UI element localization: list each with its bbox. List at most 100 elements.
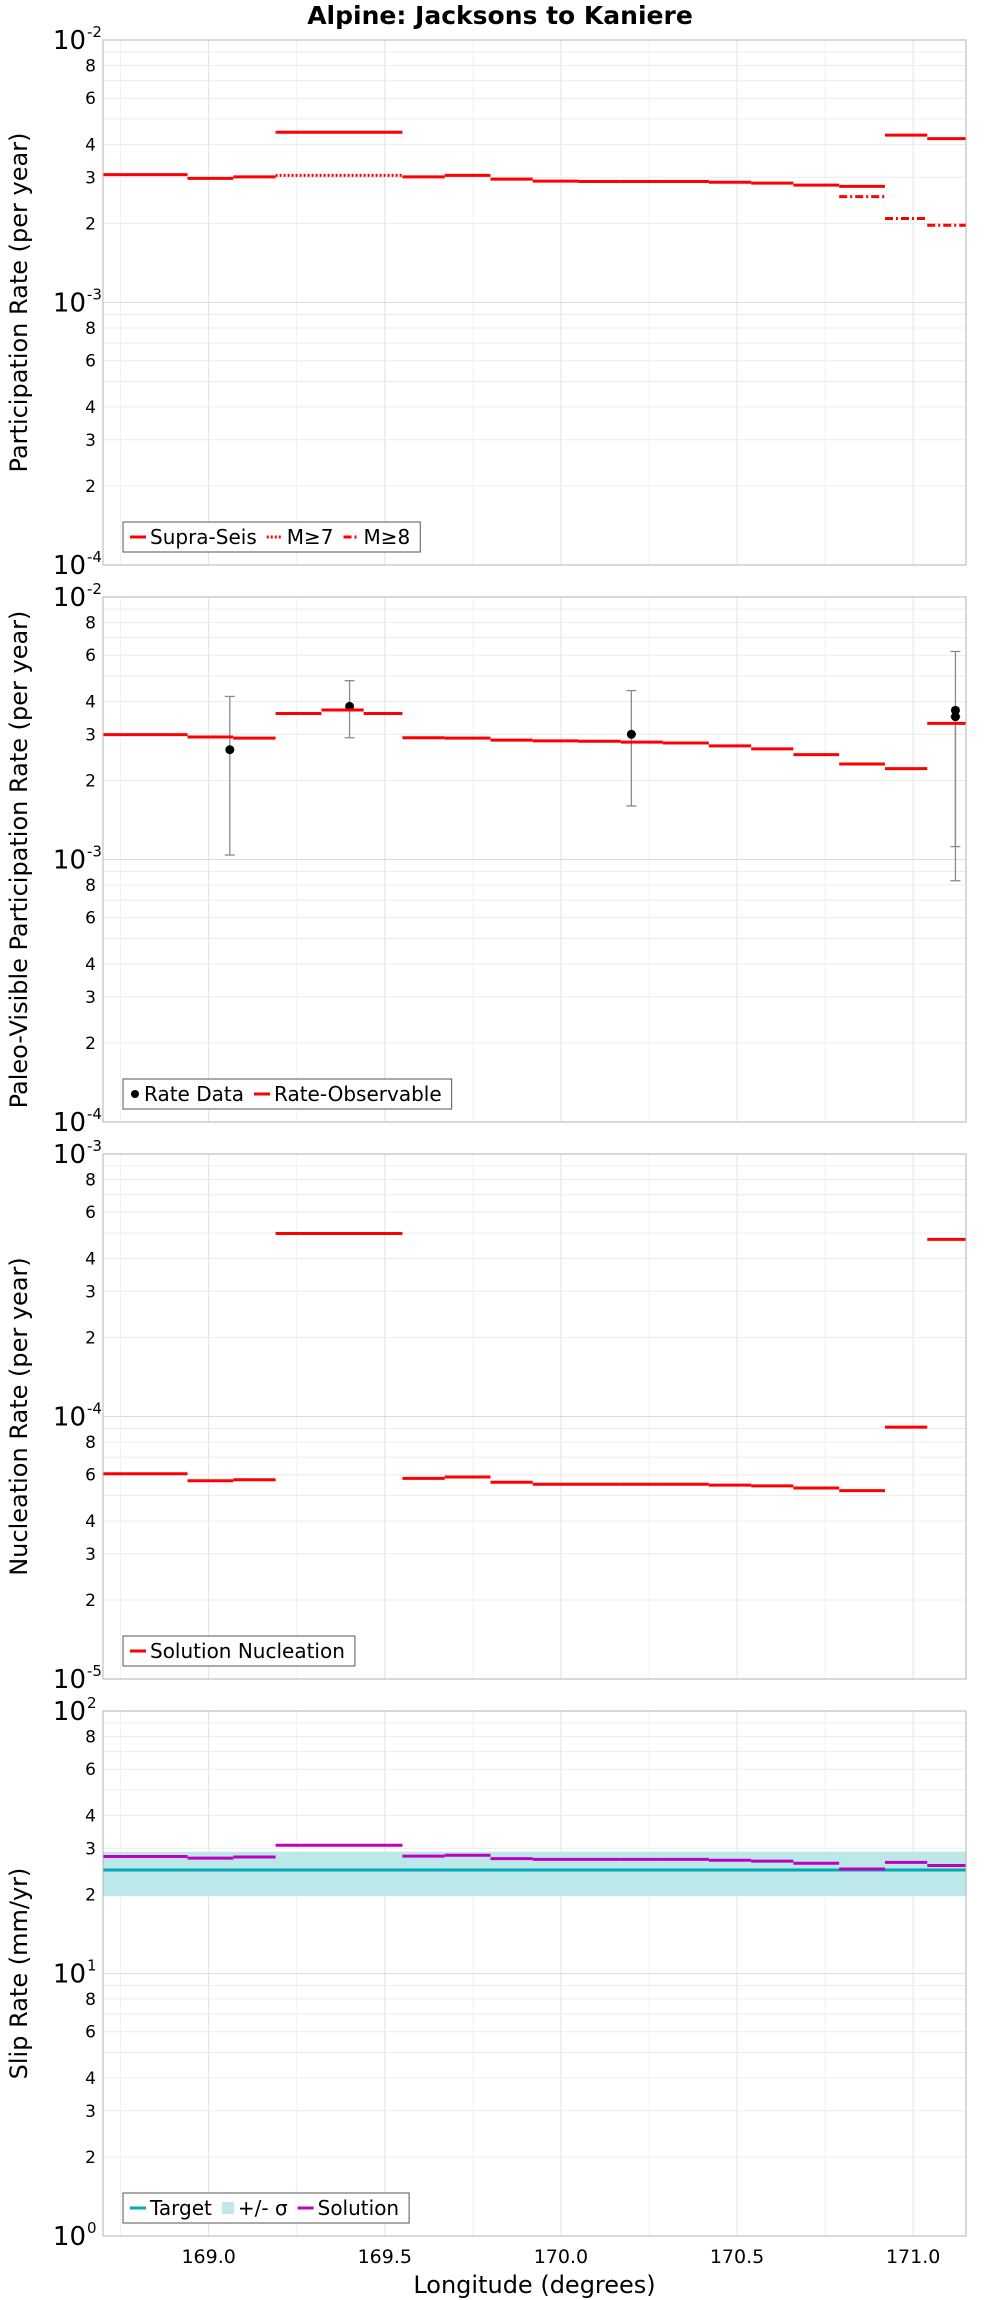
- grid: [103, 1711, 966, 2237]
- y-tick-label: 10: [53, 1108, 86, 1138]
- y-axis-label: Participation Rate (per year): [5, 133, 33, 473]
- y-tick-exponent: 0: [87, 2219, 97, 2237]
- grid: [103, 1154, 966, 1680]
- y-tick-exponent: 2: [87, 1694, 97, 1712]
- y-tick-minor-label: 8: [85, 1727, 96, 1747]
- y-tick-minor-label: 3: [85, 1282, 96, 1302]
- legend-label: Rate-Observable: [274, 1082, 442, 1106]
- y-tick-minor-label: 4: [85, 955, 96, 975]
- y-tick-label: 10: [53, 1960, 86, 1990]
- y-tick-exponent: -3: [87, 1137, 102, 1155]
- legend-label: Target: [149, 2196, 212, 2220]
- legend-item: Rate Data: [131, 1082, 244, 1106]
- y-tick-label: 10: [53, 551, 86, 581]
- legend-item: Solution: [297, 2196, 399, 2220]
- legend-label: M≥7: [287, 525, 334, 549]
- y-tick-exponent: -2: [87, 23, 102, 41]
- y-tick-minor-label: 6: [85, 1203, 96, 1223]
- y-tick-minor-label: 6: [85, 1466, 96, 1486]
- legend-label: +/- σ: [238, 2196, 288, 2220]
- y-tick-label: 10: [53, 1403, 86, 1433]
- legend-box: [122, 1635, 356, 1667]
- y-tick-minor-label: 4: [85, 135, 96, 155]
- x-tick-label: 169.0: [181, 2246, 235, 2268]
- data-point: [225, 745, 235, 755]
- data-point: [626, 729, 636, 739]
- y-tick-label: 10: [53, 289, 86, 319]
- y-tick-minor-label: 4: [85, 1249, 96, 1269]
- y-tick-minor-label: 4: [85, 1512, 96, 1532]
- plot-frame: [102, 596, 967, 1123]
- y-tick-minor-label: 4: [85, 398, 96, 418]
- legend-item: Rate-Observable: [253, 1082, 442, 1106]
- y-tick-minor-label: 4: [85, 2069, 96, 2089]
- legend-box: [122, 1078, 453, 1110]
- y-tick-label: 10: [53, 2222, 86, 2252]
- y-tick-minor-label: 2: [85, 2148, 96, 2168]
- figure-title: Alpine: Jacksons to Kaniere: [307, 1, 693, 30]
- y-tick-minor-label: 6: [85, 646, 96, 666]
- legend-label: Solution: [318, 2196, 399, 2220]
- legend-label: Rate Data: [144, 1082, 244, 1106]
- legend-label: Supra-Seis: [150, 525, 257, 549]
- y-tick-minor-label: 2: [85, 771, 96, 791]
- y-tick-label: 10: [53, 1665, 86, 1695]
- legend-swatch: [131, 1090, 139, 1098]
- y-tick-label: 10: [53, 1140, 86, 1170]
- grid: [103, 597, 966, 1123]
- legend: Target +/- σ Solution: [122, 2192, 410, 2224]
- y-tick-minor-label: 3: [85, 988, 96, 1008]
- plot-frame: [102, 1710, 967, 2237]
- legend: Supra-Seis M≥7 M≥8: [122, 521, 421, 553]
- x-tick-label: 170.5: [710, 2246, 764, 2268]
- x-tick-label: 171.0: [886, 2246, 940, 2268]
- plot-frame: [102, 39, 967, 566]
- y-tick-exponent: -3: [87, 843, 102, 861]
- legend-swatch: [221, 2202, 234, 2214]
- y-tick-label: 10: [53, 1697, 86, 1727]
- grid: [103, 40, 966, 566]
- y-tick-minor-label: 3: [85, 431, 96, 451]
- y-axis-label: Paleo-Visible Participation Rate (per ye…: [5, 611, 33, 1109]
- y-tick-minor-label: 8: [85, 1990, 96, 2010]
- x-axis-label: Longitude (degrees): [413, 2271, 655, 2299]
- legend-item: M≥7: [266, 525, 334, 549]
- y-tick-minor-label: 8: [85, 319, 96, 339]
- y-tick-exponent: -3: [87, 286, 102, 304]
- legend-item: Supra-Seis: [130, 525, 257, 549]
- y-tick-exponent: -4: [87, 1400, 102, 1418]
- legend: Solution Nucleation: [122, 1635, 356, 1667]
- y-tick-exponent: -4: [87, 548, 102, 566]
- series-rate-data: [224, 650, 961, 882]
- y-axis-label: Nucleation Rate (per year): [5, 1257, 33, 1576]
- y-tick-minor-label: 3: [85, 1839, 96, 1859]
- y-tick-minor-label: 8: [85, 613, 96, 633]
- legend-item: +/- σ: [221, 2196, 288, 2220]
- y-tick-minor-label: 3: [85, 1545, 96, 1565]
- y-tick-minor-label: 3: [85, 2102, 96, 2122]
- plot-frame: [102, 1153, 967, 1680]
- y-tick-minor-label: 6: [85, 909, 96, 929]
- legend-label: Solution Nucleation: [150, 1639, 345, 1663]
- y-tick-minor-label: 6: [85, 2023, 96, 2043]
- y-tick-exponent: -2: [87, 580, 102, 598]
- y-tick-exponent: -4: [87, 1105, 102, 1123]
- legend-item: Target: [130, 2196, 212, 2220]
- y-tick-minor-label: 6: [85, 352, 96, 372]
- y-tick-minor-label: 8: [85, 1433, 96, 1453]
- legend-item: Solution Nucleation: [130, 1639, 345, 1663]
- y-axis-label: Slip Rate (mm/yr): [5, 1868, 33, 2080]
- y-tick-minor-label: 2: [85, 214, 96, 234]
- legend-label: M≥8: [364, 525, 411, 549]
- series-supra-seis: [103, 130, 966, 188]
- y-tick-minor-label: 8: [85, 876, 96, 896]
- series-rate-observable: [103, 708, 966, 771]
- legend: Rate Data Rate-Observable: [122, 1078, 453, 1110]
- series-solution: [103, 1843, 966, 1871]
- x-tick-label: 169.5: [358, 2246, 412, 2268]
